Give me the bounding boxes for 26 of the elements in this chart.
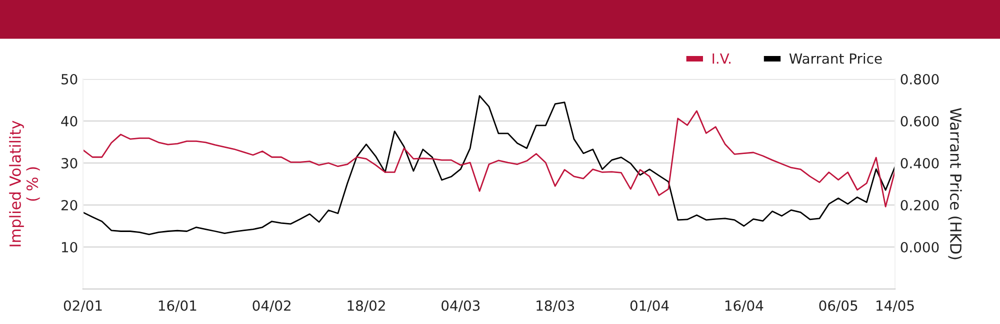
legend-label: Warrant Price xyxy=(789,53,882,64)
x-tick-label: 02/01 xyxy=(64,300,102,312)
x-tick-label: 16/01 xyxy=(158,300,196,312)
y2-tick-label: 0.000 xyxy=(900,242,939,252)
y-tick-label: 50 xyxy=(62,74,78,84)
x-tick-label: 04/03 xyxy=(442,300,480,312)
x-tick-label: 16/04 xyxy=(725,300,764,312)
x-tick-label: 06/05 xyxy=(819,300,858,312)
x-tick-label: 18/02 xyxy=(348,300,385,312)
legend-label: I.V. xyxy=(712,53,730,64)
y-tick-label: 20 xyxy=(61,200,78,210)
line-series xyxy=(83,95,895,236)
y2-tick-label: 0.200 xyxy=(900,200,939,210)
y2-tick-label: 0.600 xyxy=(900,116,939,126)
y2-axis-title: Warrant Price (HKD) xyxy=(948,108,962,260)
y-tick-label: 10 xyxy=(62,242,78,252)
x-tick-label: 14/05 xyxy=(876,300,914,312)
x-tick-label: 18/03 xyxy=(536,300,574,312)
y-tick-label: 40 xyxy=(61,116,78,126)
y2-tick-label: 0.800 xyxy=(900,74,939,84)
y-axis-title: Implied Volatility ( % ) xyxy=(9,120,40,246)
x-tick-label: 01/04 xyxy=(630,300,669,312)
x-tick-label: 04/02 xyxy=(252,300,290,312)
line-series xyxy=(83,110,895,208)
y2-tick-label: 0.400 xyxy=(900,158,939,168)
y-tick-label: 30 xyxy=(62,158,78,168)
